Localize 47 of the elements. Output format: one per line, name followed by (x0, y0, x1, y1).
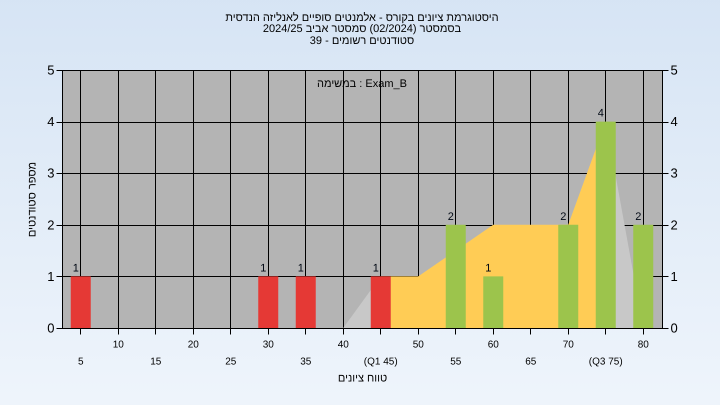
y-tick-label: 0 (47, 320, 54, 336)
x-tick-label: 5 (78, 356, 84, 368)
x-tick-label: (Q3 75) (588, 356, 623, 368)
x-tick-label: 20 (188, 340, 200, 350)
y2-tick-label: 0 (670, 320, 678, 336)
y-tick-label: 5 (47, 62, 54, 78)
data-label: 2 (448, 210, 454, 223)
data-label: 2 (635, 210, 642, 223)
y-tick-label: 2 (47, 217, 54, 232)
data-label: 1 (260, 262, 266, 274)
x-tick-label: 70 (562, 340, 574, 350)
x-tick-label: 55 (450, 356, 462, 368)
x-tick-label: 30 (262, 340, 274, 350)
y-tick-label: 1 (47, 268, 54, 284)
bar (446, 224, 466, 328)
bar (258, 276, 278, 328)
data-label: 1 (298, 262, 304, 274)
data-label: 1 (72, 262, 79, 274)
y-tick-label: 4 (47, 114, 54, 130)
y2-tick-label: 2 (670, 217, 678, 232)
chart-subtitle: בסמסטר (02/2024) סמסטר אביב 2024/25 סטודנטים רשומים - 39 (262, 23, 462, 47)
x-tick-label: 65 (525, 356, 537, 368)
x-tick-label: 60 (488, 340, 500, 350)
chart-title: היסטוגרמת ציונים בקורס - אלמנטים סופיים לאנליזה הנדסית (225, 12, 499, 24)
y-tick-label: 3 (47, 166, 54, 181)
y2-tick-label: 4 (670, 114, 678, 130)
y-axis-title: מספר סטודנטים (26, 162, 38, 238)
x-tick-label: 25 (225, 356, 237, 368)
bar (483, 276, 504, 328)
y2-tick-label: 5 (670, 62, 678, 78)
x-tick-label: 50 (412, 340, 424, 350)
x-tick-label: 80 (638, 340, 650, 350)
data-label: 1 (372, 262, 379, 274)
data-label: 4 (598, 108, 604, 120)
y2-tick-label: 1 (670, 268, 678, 284)
bar (558, 224, 578, 328)
data-label: 1 (485, 262, 492, 274)
data-label: 2 (560, 210, 566, 223)
x-tick-label: 35 (300, 356, 312, 368)
bar (70, 276, 91, 328)
bar (296, 276, 316, 328)
x-axis-title: טווח ציונים (338, 372, 388, 384)
x-tick-label: (Q1 45) (364, 356, 398, 368)
x-tick-label: 10 (112, 340, 124, 350)
x-tick-label: 40 (338, 340, 350, 350)
x-tick-label: 15 (150, 356, 162, 368)
y2-tick-label: 3 (670, 166, 678, 181)
